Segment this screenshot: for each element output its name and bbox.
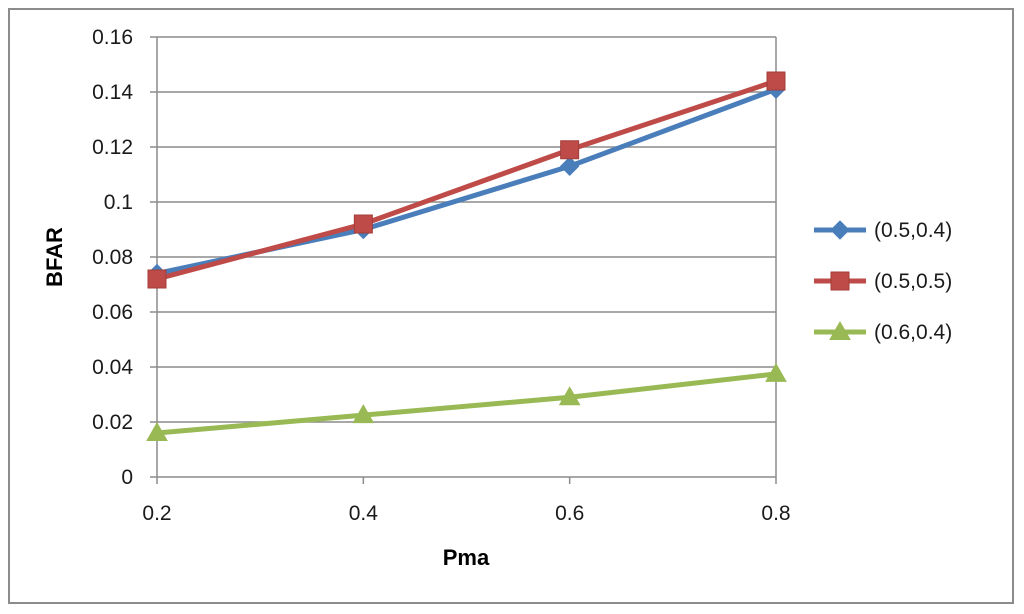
legend-entry: (0.5,0.5) [814,270,952,293]
series-3 [146,362,787,441]
y-tick-label: 0.08 [92,246,133,269]
y-tick-label: 0 [121,466,133,489]
legend-entry: (0.6,0.4) [814,320,952,344]
x-tick-label: 0.2 [142,502,171,525]
series-line [156,78,777,282]
y-tick-label: 0.14 [92,81,133,104]
x-axis-title: Pma [443,545,490,570]
series-line [156,86,777,276]
series-lines [146,71,787,441]
y-tick-label: 0.1 [104,191,133,214]
data-point [765,362,787,382]
series-2 [147,71,786,289]
data-point [560,140,580,160]
data-point [146,421,168,441]
legend-label: (0.6,0.4) [874,321,952,344]
y-tick-labels: 0 0.02 0.04 0.06 0.08 0.1 0.12 0.14 0.16 [92,26,133,489]
axes [150,36,777,484]
y-tick-label: 0.16 [92,26,133,49]
legend: (0.5,0.4) (0.5,0.5) (0.6,0.4) [814,219,952,344]
y-axis-title: BFAR [42,227,67,287]
y-tick-label: 0.02 [92,411,133,434]
data-point [147,269,167,289]
legend-marker [829,320,851,340]
data-point [766,71,786,91]
legend-label: (0.5,0.4) [874,219,952,242]
chart-frame [8,8,1014,604]
legend-marker [830,220,850,240]
x-tick-label: 0.6 [555,502,584,525]
data-point [559,156,580,176]
x-tick-label: 0.4 [349,502,379,525]
series-line [156,371,777,436]
x-tick-labels: 0.2 0.4 0.6 0.8 [142,502,790,525]
legend-marker [830,271,850,291]
gridlines [157,36,777,477]
x-tick-label: 0.8 [761,502,790,525]
data-point [352,404,375,424]
legend-label: (0.5,0.5) [874,270,952,293]
y-tick-label: 0.04 [92,356,133,379]
legend-entry: (0.5,0.4) [814,219,952,242]
data-point [353,214,373,234]
data-point [558,386,581,406]
y-tick-label: 0.12 [92,136,133,159]
y-tick-label: 0.06 [92,301,133,324]
